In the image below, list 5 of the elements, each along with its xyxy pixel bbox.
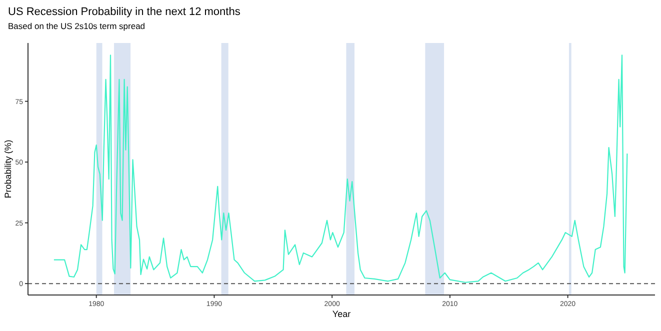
x-axis-title: Year [332, 309, 351, 319]
line-series [53, 54, 628, 283]
chart-title: US Recession Probability in the next 12 months [8, 6, 241, 18]
chart-subtitle: Based on the US 2s10s term spread [8, 21, 146, 31]
y-axis-title: Probability (%) [3, 140, 13, 198]
